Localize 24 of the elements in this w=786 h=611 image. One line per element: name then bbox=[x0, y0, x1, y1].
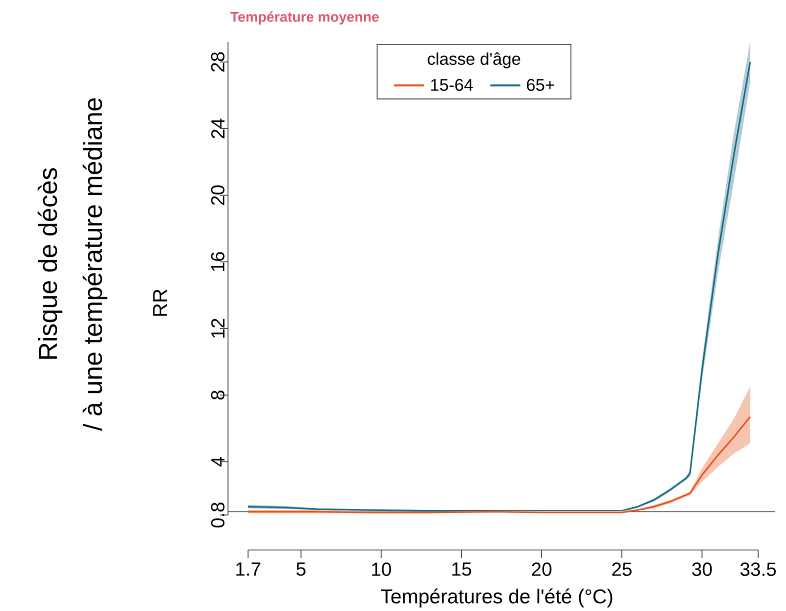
text: Risque de décès bbox=[38, 168, 62, 359]
x-tick-label: 15 bbox=[452, 562, 472, 576]
x-tick-label: 33.5 bbox=[740, 562, 776, 576]
y-tick-label: 4 bbox=[211, 456, 224, 467]
y-tick-label: 24 bbox=[211, 118, 224, 138]
y-axis-title: RR bbox=[153, 289, 167, 316]
y-tick-label: 0.8 bbox=[211, 502, 224, 528]
x-tick-label: 25 bbox=[612, 562, 632, 576]
text: / à une température médiane bbox=[82, 98, 108, 431]
y-tick-label: 20 bbox=[211, 185, 224, 205]
y-tick-label: 12 bbox=[211, 318, 224, 338]
x-tick-label: 20 bbox=[532, 562, 552, 576]
chart-title: Température moyenne bbox=[230, 11, 379, 25]
legend-label: 15-64 bbox=[431, 78, 473, 91]
x-tick-label: 30 bbox=[692, 562, 712, 576]
legend-title: classe d'âge bbox=[428, 52, 520, 68]
x-tick-label: 1.7 bbox=[236, 562, 260, 576]
x-tick-label: 10 bbox=[372, 562, 392, 576]
x-axis-title: Températures de l'été (°C) bbox=[380, 588, 612, 608]
y-tick-label: 28 bbox=[211, 52, 224, 72]
y-tick-label: 16 bbox=[211, 252, 224, 271]
x-tick-label: 5 bbox=[296, 562, 306, 576]
y-tick-label: 8 bbox=[211, 390, 224, 400]
legend-label: 65+ bbox=[526, 78, 554, 91]
